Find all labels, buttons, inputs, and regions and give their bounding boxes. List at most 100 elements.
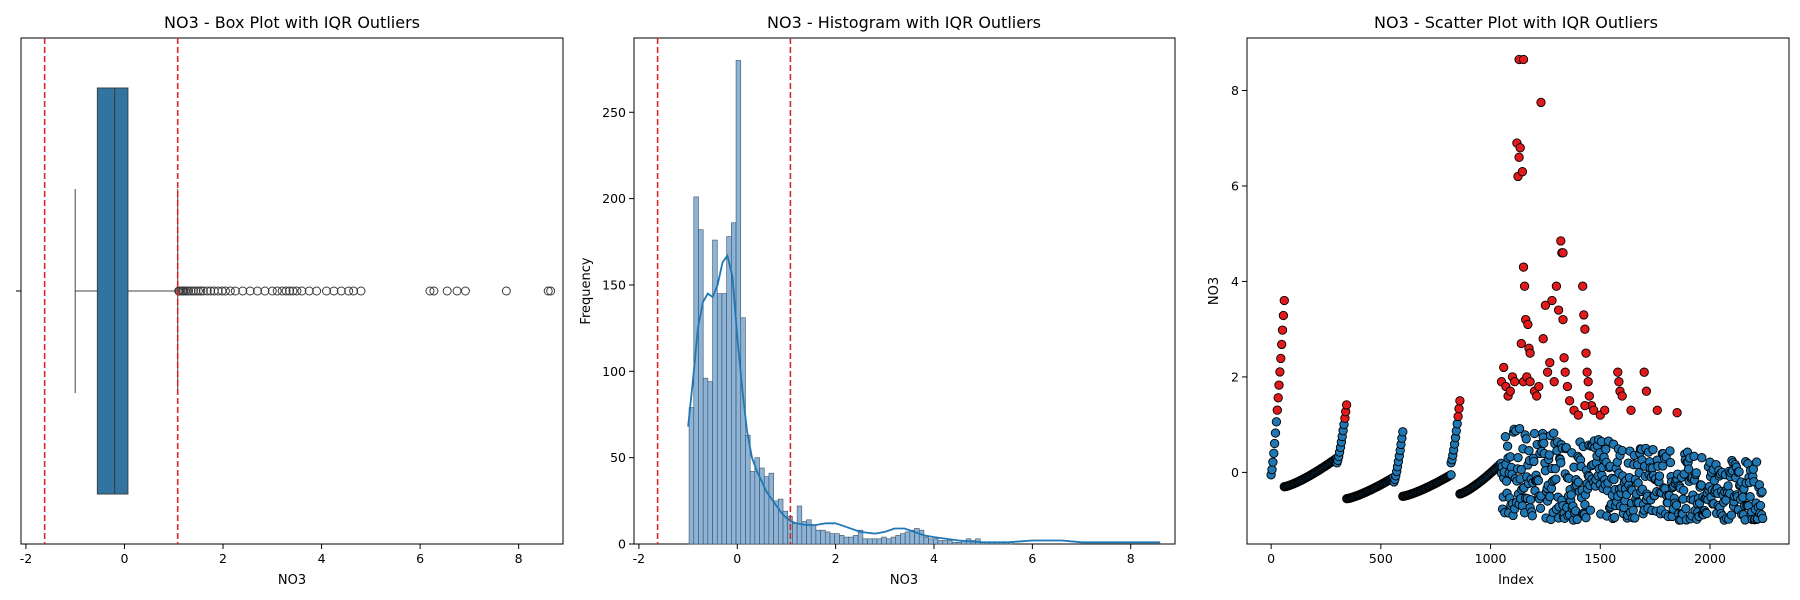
normal-point (1745, 492, 1755, 502)
scatter-ytick-label: 6 (1231, 178, 1239, 193)
histogram-title: NO3 - Histogram with IQR Outliers (767, 13, 1041, 32)
histogram-bar (853, 535, 859, 545)
outlier-point (543, 286, 553, 296)
histogram-xtick-label: -2 (633, 551, 645, 566)
normal-point (1755, 500, 1766, 511)
histogram-ytick-label: 0 (618, 537, 626, 552)
histogram-bar (745, 434, 751, 545)
normal-point (1573, 477, 1583, 487)
outlier-point (304, 286, 314, 296)
normal-point (1529, 456, 1539, 467)
outlier-point (425, 286, 435, 296)
outlier-point (1580, 324, 1590, 334)
histogram-bar (829, 533, 835, 545)
normal-point (1601, 444, 1611, 454)
normal-point (1609, 512, 1620, 523)
outlier-point (1532, 391, 1542, 401)
boxplot-xtick-label: 2 (219, 551, 227, 566)
normal-point (1671, 500, 1682, 510)
normal-point (1572, 514, 1582, 525)
normal-point (1648, 444, 1658, 455)
histogram-ytick-label: 150 (602, 277, 626, 292)
normal-point (1500, 432, 1511, 442)
normal-point (1270, 428, 1281, 438)
normal-point (1556, 458, 1566, 468)
scatter-ytick-label: 4 (1231, 274, 1239, 289)
scatter-title: NO3 - Scatter Plot with IQR Outliers (1374, 13, 1658, 32)
normal-point (1633, 478, 1643, 488)
boxplot-xtick-label: 8 (515, 551, 523, 566)
histogram-panel: NO3 - Histogram with IQR Outliers NO3 Fr… (579, 13, 1176, 588)
outlier-point (1578, 281, 1588, 291)
scatter-ytick-label: 8 (1231, 83, 1239, 98)
outlier-point (1517, 167, 1528, 177)
outlier-point (277, 286, 287, 296)
normal-point (1521, 434, 1531, 444)
outlier-point (1553, 305, 1564, 315)
outlier-point (1276, 353, 1286, 364)
outlier-point (1573, 410, 1583, 420)
outlier-point (1274, 380, 1284, 390)
histogram-bar (947, 540, 953, 545)
outlier-point (260, 286, 270, 296)
outlier-point (1514, 152, 1524, 162)
histogram-xtick-label: 6 (1028, 551, 1036, 566)
outlier-point (429, 286, 439, 296)
scatter-ytick-label: 2 (1231, 369, 1239, 384)
histogram-bar (871, 538, 878, 545)
outlier-point (193, 286, 203, 296)
outlier-point (1582, 367, 1592, 377)
scatter-panel: NO3 - Scatter Plot with IQR Outliers Ind… (1207, 13, 1790, 588)
outlier-point (1581, 348, 1591, 358)
normal-point (1524, 446, 1534, 456)
outlier-point (501, 286, 511, 296)
normal-point (1628, 505, 1638, 516)
normal-point (1580, 499, 1590, 510)
outlier-point (1600, 405, 1610, 415)
outlier-point (196, 286, 206, 296)
outlier-point (1277, 339, 1287, 350)
histogram-bar (914, 528, 920, 545)
histogram-bar (731, 222, 737, 545)
outlier-point (213, 286, 223, 296)
outlier-point (238, 286, 248, 296)
outlier-point (288, 286, 298, 296)
histogram-bar (740, 317, 746, 545)
normal-point (1734, 467, 1744, 477)
outlier-point (356, 286, 366, 296)
outlier-point (1639, 367, 1649, 377)
histogram-bar (890, 536, 897, 545)
outlier-point (1523, 319, 1533, 330)
histogram-bar (702, 377, 709, 545)
normal-point (1658, 461, 1668, 471)
normal-point (1566, 490, 1576, 500)
outlier-point (1551, 281, 1562, 291)
histogram-xtick-label: 4 (930, 551, 938, 566)
histogram-bar (707, 381, 713, 545)
outlier-point (1558, 248, 1568, 258)
kde-line (687, 253, 1161, 544)
outlier-point (186, 286, 196, 296)
histogram-bar (735, 60, 742, 545)
histogram-bar (956, 541, 962, 545)
histogram-xlabel: NO3 (890, 573, 918, 588)
histogram-bar (698, 229, 704, 545)
normal-point (1665, 457, 1676, 468)
normal-point (1529, 428, 1540, 439)
boxplot-xtick-label: 6 (416, 551, 424, 566)
normal-point (1268, 457, 1278, 467)
normal-point (1446, 470, 1456, 480)
normal-point (1585, 505, 1596, 515)
scatter-ylabel: NO3 (1207, 277, 1222, 305)
histogram-bar (688, 407, 695, 545)
histogram-ytick-label: 250 (602, 105, 626, 120)
histogram-bar (876, 538, 882, 545)
histogram-bar (937, 540, 944, 545)
normal-point (1527, 511, 1537, 521)
normal-point (1751, 457, 1762, 467)
normal-point (1757, 487, 1767, 497)
outlier-point (1545, 357, 1555, 368)
histogram-ytick-label: 200 (602, 191, 626, 206)
normal-point (1696, 480, 1706, 490)
